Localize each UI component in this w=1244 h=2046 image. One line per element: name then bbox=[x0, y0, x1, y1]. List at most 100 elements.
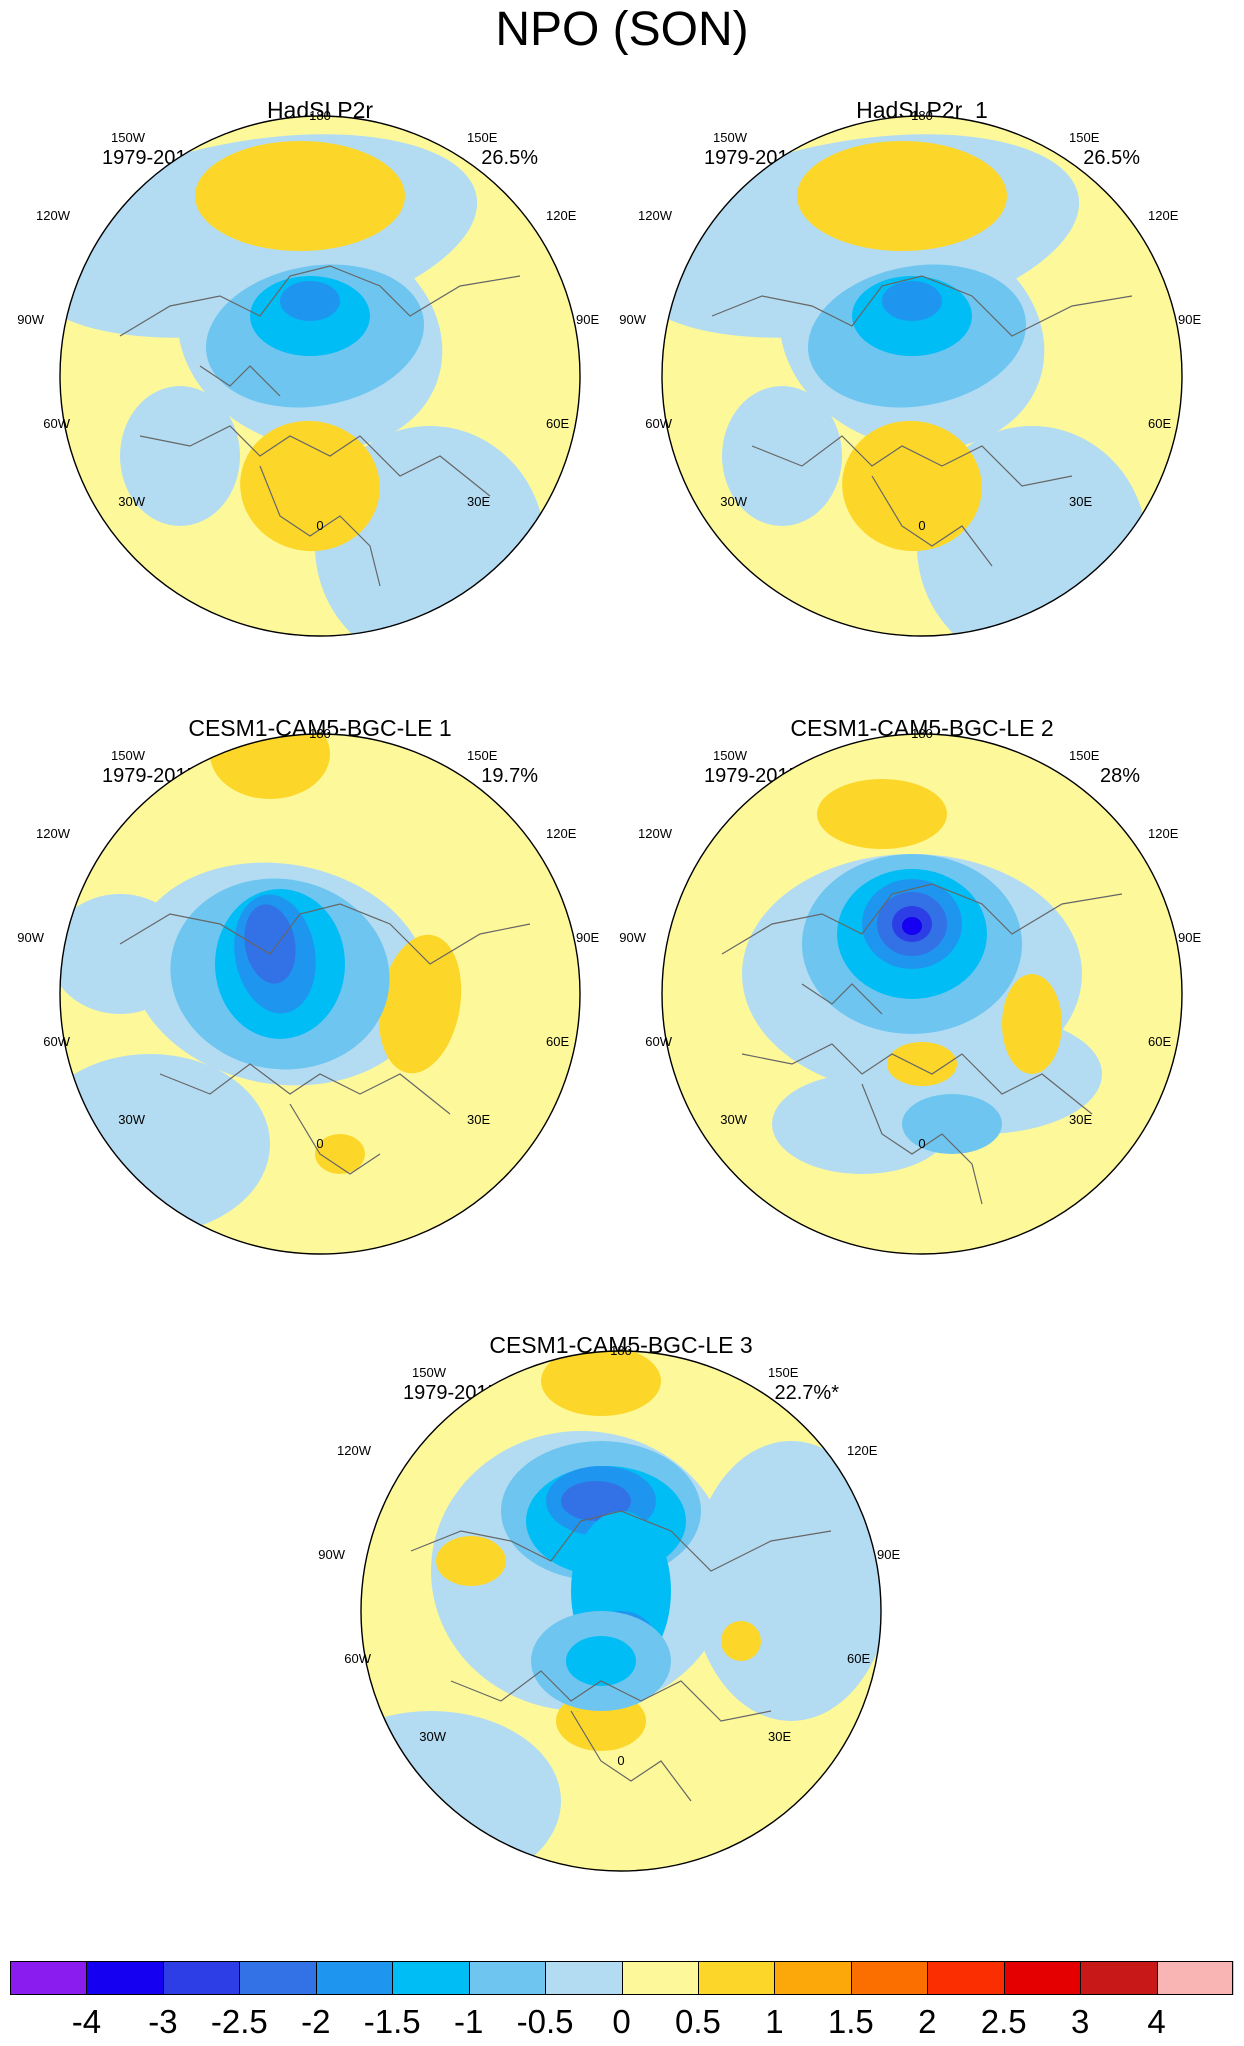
colorbar-label: -1 bbox=[453, 2003, 484, 2040]
colorbar-cell bbox=[315, 1961, 393, 1995]
longitude-label: 150E bbox=[467, 748, 498, 763]
colorbar-cell bbox=[239, 1961, 317, 1995]
contour-region bbox=[561, 1481, 631, 1521]
longitude-label: 150W bbox=[111, 748, 145, 763]
colorbar-label: 4 bbox=[1147, 2003, 1166, 2040]
longitude-label: 150E bbox=[1069, 130, 1100, 145]
longitude-label: 120E bbox=[847, 1443, 878, 1458]
contour-region bbox=[436, 1536, 506, 1586]
panel-variance: 19.7% bbox=[481, 765, 538, 787]
longitude-label: 90W bbox=[17, 930, 44, 945]
colorbar-separator bbox=[468, 1961, 470, 1995]
longitude-label: 120E bbox=[546, 826, 577, 841]
longitude-label: 90W bbox=[17, 312, 44, 327]
longitude-label: 180 bbox=[911, 726, 933, 741]
colorbar-separator bbox=[392, 1961, 394, 1995]
colorbar-separator bbox=[315, 1961, 317, 1995]
longitude-label: 90E bbox=[1178, 930, 1202, 945]
map-panel: HadSLP2r 1979-2016 26.5% 180 150E 120E 90E 6… bbox=[17, 96, 600, 656]
contour-region bbox=[662, 536, 922, 636]
longitude-label: 30E bbox=[467, 1112, 491, 1127]
panel-variance: 22.7%* bbox=[774, 1382, 840, 1404]
longitude-label: 30E bbox=[1069, 1112, 1093, 1127]
longitude-label: 30E bbox=[467, 494, 491, 509]
contour-region bbox=[244, 904, 296, 984]
longitude-label: 180 bbox=[309, 726, 331, 741]
longitude-label: 90E bbox=[1178, 312, 1202, 327]
longitude-label: 150E bbox=[467, 130, 498, 145]
longitude-label: 60W bbox=[43, 1034, 70, 1049]
contour-region bbox=[817, 779, 947, 849]
polar-map bbox=[661, 115, 1183, 637]
longitude-label: 60W bbox=[344, 1651, 371, 1666]
colorbar-separator bbox=[1156, 1961, 1158, 1995]
colorbar-cell bbox=[392, 1961, 470, 1995]
longitude-label: 30W bbox=[720, 494, 747, 509]
coastline bbox=[721, 883, 1123, 1205]
map-boundary bbox=[661, 733, 1183, 1255]
colorbar-cell bbox=[86, 1961, 164, 1995]
colorbar-label: -2.5 bbox=[210, 2003, 268, 2040]
colorbar-label: 1.5 bbox=[827, 2003, 874, 2040]
longitude-label: 30W bbox=[118, 1112, 145, 1127]
colorbar-separator bbox=[697, 1961, 699, 1995]
longitude-label: 60E bbox=[546, 1034, 570, 1049]
polar-map bbox=[360, 1350, 882, 1872]
coastline bbox=[711, 275, 1133, 567]
contour-region bbox=[120, 386, 240, 526]
longitude-label: 60E bbox=[1148, 1034, 1172, 1049]
panel-variance: 26.5% bbox=[481, 147, 538, 169]
longitude-label: 120W bbox=[36, 208, 70, 223]
colorbar-cell bbox=[162, 1961, 240, 1995]
longitude-label: 150E bbox=[1069, 748, 1100, 763]
polar-map bbox=[59, 115, 581, 637]
longitude-label: 0 bbox=[316, 1136, 324, 1151]
colorbar-cell bbox=[545, 1961, 622, 1995]
colorbar-label: 0 bbox=[612, 2003, 631, 2040]
colorbar-cell bbox=[1156, 1961, 1234, 1995]
longitude-label: 30W bbox=[720, 1112, 747, 1127]
colorbar-separator bbox=[545, 1961, 547, 1995]
longitude-label: 90E bbox=[576, 312, 600, 327]
colorbar-cell bbox=[774, 1961, 852, 1995]
longitude-label: 120W bbox=[638, 826, 672, 841]
colorbar-separator bbox=[850, 1961, 852, 1995]
longitude-label: 60W bbox=[645, 416, 672, 431]
coastline bbox=[410, 1510, 832, 1802]
longitude-label: 60E bbox=[546, 416, 570, 431]
longitude-label: 120W bbox=[36, 826, 70, 841]
contour-region bbox=[887, 1042, 957, 1086]
contour-region bbox=[60, 1054, 270, 1234]
longitude-label: 0 bbox=[918, 1136, 926, 1151]
longitude-label: 30E bbox=[768, 1729, 792, 1744]
longitude-label: 180 bbox=[610, 1343, 632, 1358]
longitude-label: 150W bbox=[412, 1365, 446, 1380]
contour-region bbox=[1002, 974, 1062, 1074]
contour-region bbox=[195, 141, 405, 251]
contour-region bbox=[902, 917, 922, 935]
map-boundary bbox=[360, 1350, 882, 1872]
colorbar-cell bbox=[1080, 1961, 1158, 1995]
colorbar-cell bbox=[927, 1961, 1005, 1995]
colorbar-label: -2 bbox=[301, 2003, 331, 2040]
coastline bbox=[119, 903, 531, 1175]
map-panel: CESM1-CAM5-BGC-LE 2 1979-2015 28% 180 150… bbox=[619, 714, 1202, 1274]
longitude-label: 120E bbox=[546, 208, 577, 223]
longitude-label: 30W bbox=[419, 1729, 446, 1744]
map-panel: HadSLP2r_1 1979-2016 26.5% 180 150E 120E 90… bbox=[619, 96, 1202, 656]
contour-region bbox=[60, 894, 190, 1014]
colorbar-cell bbox=[1003, 1961, 1081, 1995]
longitude-label: 0 bbox=[316, 518, 324, 533]
coastline bbox=[119, 265, 521, 587]
colorbar-label: -3 bbox=[148, 2003, 178, 2040]
colorbar-cell bbox=[468, 1961, 546, 1995]
contour-region bbox=[541, 1351, 661, 1416]
longitude-label: 60E bbox=[847, 1651, 871, 1666]
contour-region bbox=[797, 141, 1007, 251]
longitude-label: 0 bbox=[617, 1753, 625, 1768]
contour-region bbox=[691, 1441, 881, 1721]
colorbar-label: -4 bbox=[71, 2003, 102, 2040]
colorbar-separator bbox=[1003, 1961, 1005, 1995]
contour-region bbox=[240, 420, 380, 552]
panel-variance: 26.5% bbox=[1083, 147, 1140, 169]
